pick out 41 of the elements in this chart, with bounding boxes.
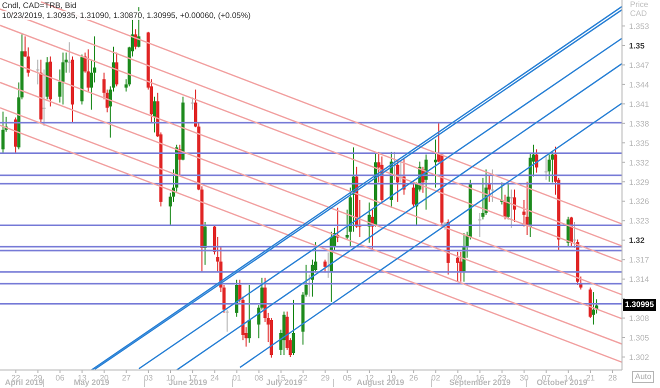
y-tick-label: 1.308 <box>629 314 650 324</box>
text: September 2019 <box>449 378 511 387</box>
y-axis-title: Price CAD <box>630 0 650 18</box>
y-tick-label: 1.32 <box>629 236 646 246</box>
text: 1.30995 <box>623 299 656 312</box>
y-tick-label: 1.302 <box>629 353 650 362</box>
y-tick-label: 1.332 <box>629 158 650 168</box>
text: 10/23/2019, 1.30935, 1.31090, 1.30870, 1.30995, +0.00060, (+0.05%) <box>2 11 251 20</box>
text: May 2019 <box>74 378 110 387</box>
y-tick-label: 1.344 <box>629 80 650 90</box>
text: April 2019 <box>4 378 44 387</box>
y-tick-label: 1.338 <box>629 119 650 128</box>
y-tick-label: 1.305 <box>629 334 650 343</box>
y-tick-label: 1.35 <box>629 41 646 50</box>
y-tick-label: 1.314 <box>629 275 650 284</box>
text: October 2019 <box>536 378 588 387</box>
x-tick-label: 29 <box>320 374 330 383</box>
x-tick-label: 21 <box>586 374 596 383</box>
x-tick-label: 01 <box>232 374 242 383</box>
chart-title: Cndl, CAD=TRB, Bid <box>2 1 76 10</box>
y-tick-label: 1.323 <box>629 216 650 226</box>
x-tick-label: 03 <box>144 374 154 383</box>
y-tick-label: 1.347 <box>629 60 650 70</box>
text: August 2019 <box>356 378 404 387</box>
x-tick-label: 30 <box>520 374 530 383</box>
y-tick-label: 1.341 <box>629 100 650 109</box>
x-tick-label: 08 <box>254 374 264 383</box>
text: Auto <box>632 371 654 383</box>
y-tick-label: 1.335 <box>629 138 650 148</box>
x-tick-label: 24 <box>210 374 220 383</box>
x-tick-label: 02 <box>431 374 441 383</box>
text: June 2019 <box>168 378 208 387</box>
y-tick-label: 1.353 <box>629 22 650 31</box>
y-tick-label: 1.326 <box>629 197 650 206</box>
y-tick-label: 1.329 <box>629 178 650 187</box>
x-tick-label: 05 <box>342 374 352 383</box>
x-tick-label: 06 <box>56 374 65 383</box>
x-tick-label: 27 <box>122 374 132 383</box>
x-tick-label: 28 <box>608 374 618 383</box>
x-tick-label: 26 <box>409 374 419 383</box>
y-tick-label: 1.317 <box>629 256 650 265</box>
